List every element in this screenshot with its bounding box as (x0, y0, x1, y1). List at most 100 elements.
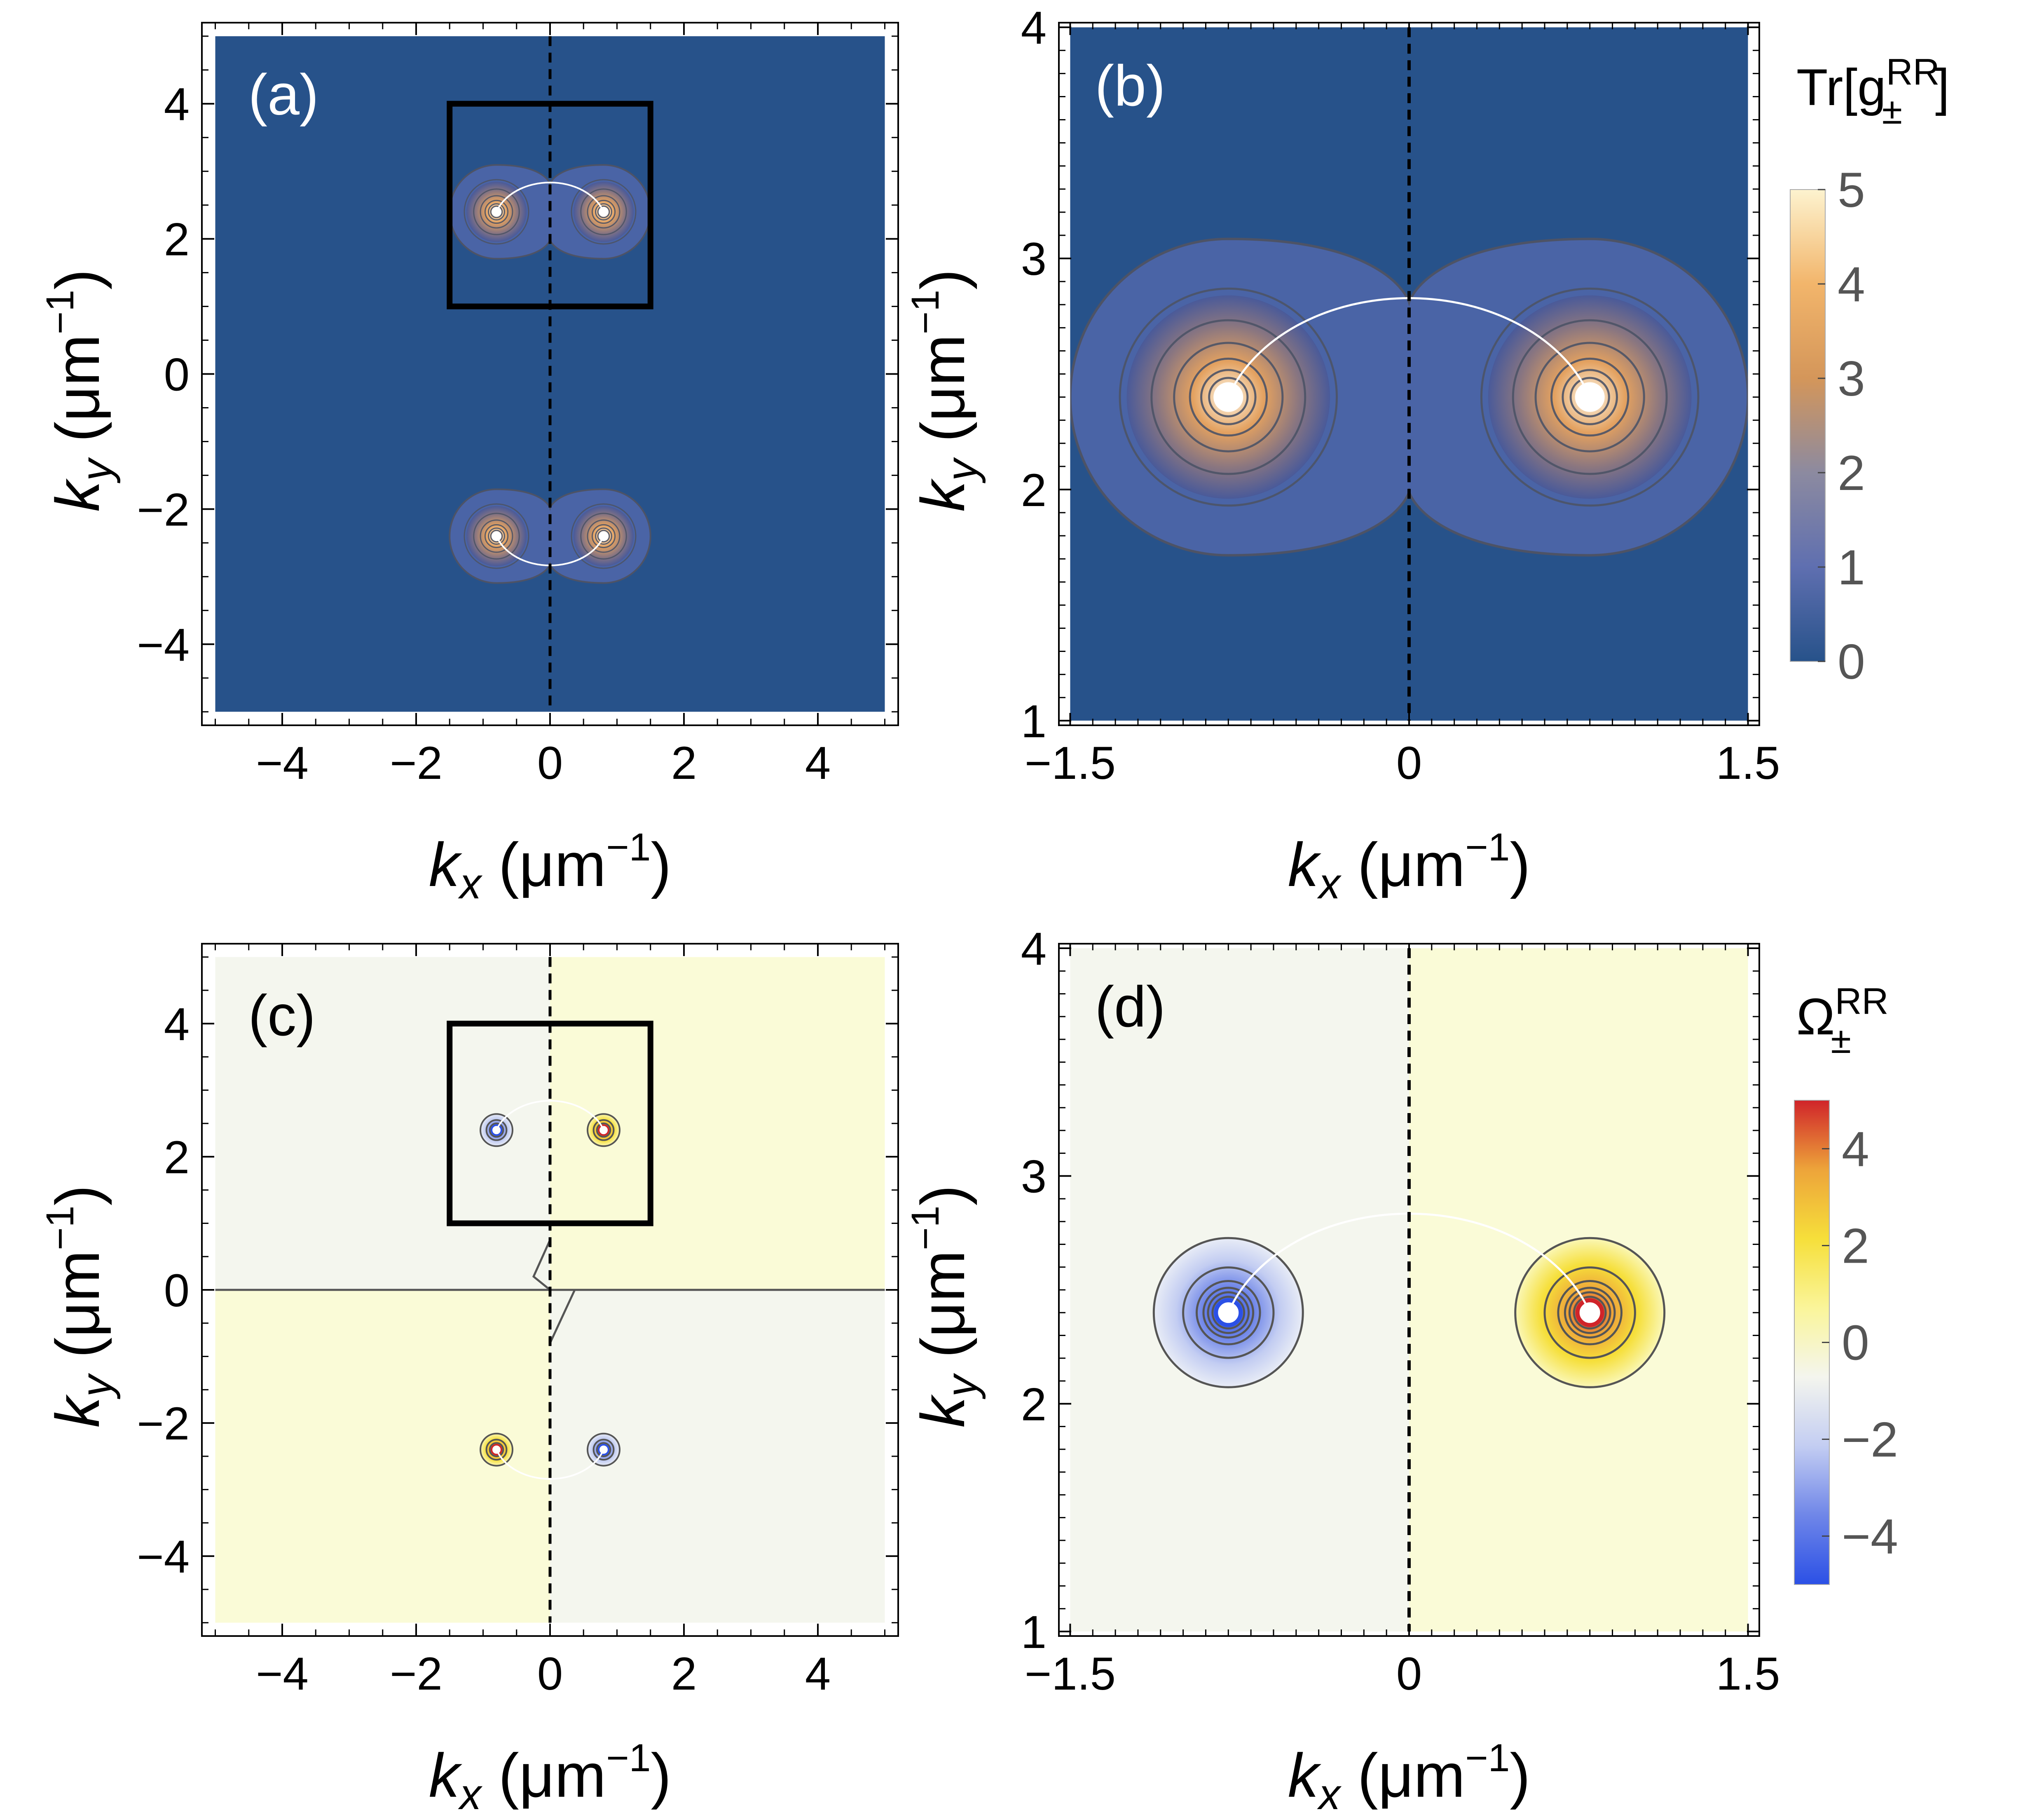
y-tick-label: 2 (164, 214, 190, 265)
curvature-contour-ring (480, 1113, 513, 1147)
panel-label: (a) (248, 62, 319, 127)
panel-label: (c) (248, 983, 316, 1048)
branch-arc (496, 1449, 604, 1480)
metric-contour-ring (490, 205, 503, 218)
x-tick-label: 0 (1396, 1648, 1422, 1699)
metric-contour-ring (595, 203, 612, 221)
metric-contour-ring (597, 530, 610, 543)
x-tick-label: 2 (671, 1648, 697, 1699)
panel-a: −4 −2 0 2 4 −4 −2 0 2 4 (a) kx (μm−1) ky (μm−1) (38, 22, 899, 908)
colorbar-tick-label: −2 (1842, 1412, 1898, 1467)
curvature-contour-ring (480, 1432, 513, 1467)
curvature-contour-ring (1202, 1287, 1255, 1339)
x-tick-label: −1.5 (1025, 1648, 1116, 1699)
plot-area (215, 957, 885, 1623)
x-tick-label: 4 (805, 737, 831, 789)
curvature-contour-ring (587, 1432, 620, 1467)
branch-arc (496, 181, 604, 212)
curvature-contour-ring (485, 1439, 508, 1461)
colorbar-title: Tr[gRR ±] (1796, 52, 1950, 132)
y-tick-label: 4 (1021, 923, 1047, 975)
colorbar-tick-label: 5 (1838, 162, 1865, 218)
curvature-contour-ring (587, 1113, 620, 1147)
colorbar-metric: 0 1 2 3 4 5 Tr[gRR ±] (1790, 52, 1950, 689)
metric-contour-ring (571, 179, 637, 245)
x-tick-label: 0 (537, 737, 563, 789)
metric-contour-ring (1512, 319, 1668, 475)
y-tick-label: −4 (137, 619, 190, 670)
y-axis-label: ky (μm−1) (38, 1185, 121, 1428)
x-axis-label: kx (μm−1) (429, 825, 672, 908)
metric-contour-ring (1119, 287, 1338, 507)
y-tick-label: 1 (1021, 1606, 1047, 1658)
colorbar-gradient (1790, 189, 1826, 662)
curvature-contour-ring (489, 1123, 504, 1138)
x-tick-label: 2 (671, 737, 697, 789)
x-tick-label: −4 (256, 1648, 309, 1699)
metric-contour-ring (597, 205, 610, 218)
metric-contour-ring (1550, 357, 1630, 437)
curvature-contour-ring (1196, 1280, 1261, 1345)
curvature-contour-ring (1573, 1296, 1607, 1330)
zoom-region-box (447, 1020, 653, 1226)
x-tick-label: 0 (1396, 737, 1422, 789)
colorbar-tick-label: 0 (1842, 1315, 1869, 1371)
x-tick-label: 0 (537, 1648, 563, 1699)
x-tick-label: 1.5 (1716, 1648, 1780, 1699)
curvature-contour-ring (485, 1119, 508, 1141)
y-tick-label: 4 (164, 999, 190, 1050)
metric-contour-ring (1569, 377, 1610, 417)
panel-c: −4 −2 0 2 4 −4 −2 0 2 4 (c) kx (μm−1) ky (μm−1) (38, 943, 899, 1819)
curvature-contour-ring (592, 1439, 615, 1461)
y-tick-label: 4 (164, 79, 190, 130)
colorbar-tick-label: 3 (1838, 351, 1865, 406)
metric-contour-ring (480, 195, 513, 229)
metric-contour-ring (480, 519, 513, 553)
plot-area (1070, 27, 1748, 721)
panel-b: −1.5 0 1.5 1 2 3 4 (b) kx (μm−1) ky (μm−1) (904, 2, 1780, 908)
curvature-contour-ring (1207, 1291, 1250, 1334)
curvature-contour-ring (596, 1442, 611, 1457)
y-tick-label: 2 (1021, 1378, 1047, 1430)
metric-contour-ring (1200, 369, 1257, 425)
curvature-contour-ring (1211, 1296, 1246, 1330)
x-tick-label: 1.5 (1716, 737, 1780, 789)
metric-contour-ring (1173, 342, 1284, 452)
metric-contour-ring (591, 524, 616, 549)
colorbar-tick-label: 4 (1838, 257, 1865, 312)
branch-arc (496, 1100, 604, 1131)
panel-label: (d) (1095, 974, 1165, 1039)
x-axis-label: kx (μm−1) (429, 1736, 672, 1819)
metric-contour-ring (484, 199, 509, 224)
x-tick-label: −2 (390, 737, 443, 789)
metric-contour-ring (580, 513, 627, 560)
metric-contour-ring (571, 503, 637, 569)
colorbar-tick-label: 4 (1842, 1122, 1869, 1177)
metric-contour-ring (473, 188, 520, 235)
metric-contour-ring (587, 519, 620, 553)
metric-contour-ring (587, 195, 620, 229)
metric-contour-ring (488, 527, 505, 545)
colorbar-tick-label: −4 (1842, 1509, 1898, 1564)
y-axis-label: ky (μm−1) (904, 1185, 986, 1428)
colorbar-tick-label: 2 (1838, 445, 1865, 501)
metric-contour-ring (484, 524, 509, 549)
metric-contour-ring (1208, 377, 1249, 417)
curvature-contour-ring (1152, 1237, 1304, 1388)
zero-contour-kink (532, 1239, 576, 1344)
x-tick-label: −2 (390, 1648, 443, 1699)
y-tick-label: −2 (137, 484, 190, 535)
curvature-contour-ring (1557, 1280, 1623, 1345)
curvature-contour-ring (1564, 1287, 1616, 1339)
metric-contour-ring (1480, 287, 1700, 507)
curvature-contour-ring (1514, 1237, 1666, 1388)
y-axis-label: ky (μm−1) (38, 269, 121, 512)
metric-contour-ring (591, 199, 616, 224)
y-axis-label: ky (μm−1) (904, 269, 986, 512)
y-tick-label: 0 (164, 1265, 190, 1316)
metric-contour-ring (473, 513, 520, 560)
y-tick-label: −2 (137, 1398, 190, 1449)
curvature-contour-ring (1182, 1266, 1275, 1359)
colorbar-berry: −4 −2 0 2 4 ΩRR ± (1794, 981, 1898, 1585)
